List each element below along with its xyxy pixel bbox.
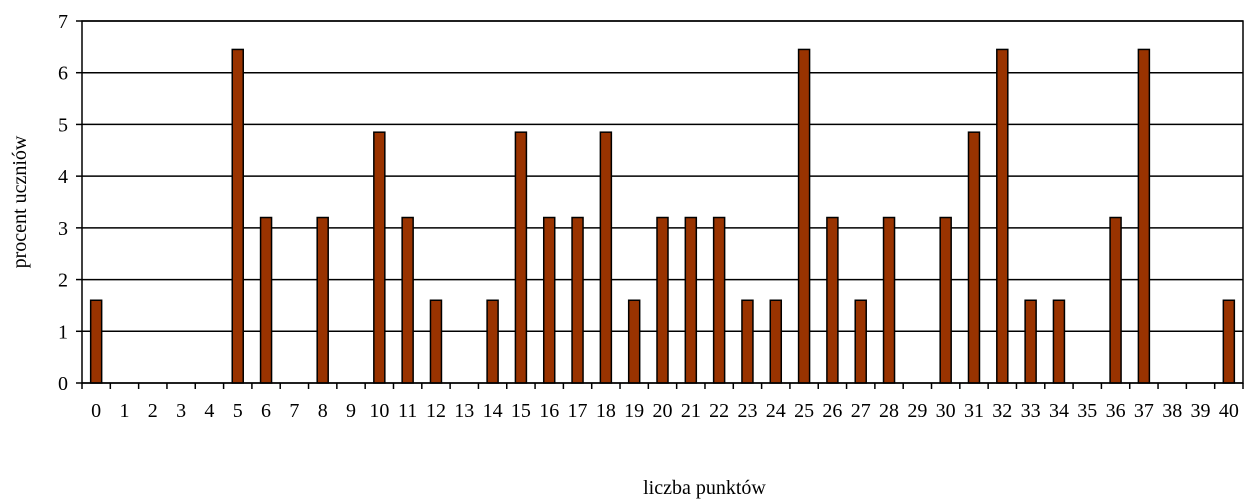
x-tick-label: 5: [233, 400, 243, 422]
x-tick-label: 14: [483, 400, 503, 422]
bar-30: [939, 216, 952, 384]
x-tick-label: 30: [936, 400, 956, 422]
x-axis-label: liczba punktów: [643, 477, 766, 499]
bar-24: [769, 299, 783, 384]
x-tick-label: 4: [204, 400, 214, 422]
bar-31: [967, 131, 981, 384]
bar-0: [89, 299, 103, 384]
bar-19: [627, 299, 641, 384]
x-tick-label: 10: [369, 400, 389, 422]
x-tick-label: 17: [568, 400, 588, 422]
x-tick-label: 23: [737, 400, 757, 422]
x-tick-label: 7: [289, 400, 299, 422]
bar-28: [882, 216, 896, 384]
bar-36: [1109, 216, 1122, 384]
bar-22: [712, 216, 726, 384]
bar-32: [996, 48, 1009, 384]
bar-11: [401, 216, 414, 384]
bar-20: [656, 216, 669, 384]
x-tick-label: 40: [1219, 400, 1239, 422]
y-tick-label: 2: [58, 270, 68, 292]
bar-34: [1052, 299, 1066, 384]
bar-21: [684, 216, 698, 384]
bar-16: [542, 216, 556, 384]
y-tick-label: 1: [58, 321, 68, 343]
x-tick-label: 9: [346, 400, 356, 422]
x-tick-label: 25: [794, 400, 814, 422]
x-tick-label: 13: [454, 400, 474, 422]
x-tick-label: 26: [822, 400, 842, 422]
y-tick-label: 5: [58, 114, 68, 136]
x-tick-label: 3: [176, 400, 186, 422]
y-tick-label: 0: [58, 373, 68, 395]
y-axis-ticks: 0 1 2 3 4 5 6 7: [58, 11, 82, 395]
y-axis-label: procent uczniów: [9, 135, 31, 268]
plot-area-frame: [81, 20, 1244, 384]
x-tick-label: 15: [511, 400, 531, 422]
x-tick-label: 28: [879, 400, 899, 422]
bar-18: [599, 131, 613, 384]
bar-26: [826, 216, 839, 384]
bar-8: [316, 216, 329, 384]
x-tick-label: 0: [91, 400, 101, 422]
bar-40: [1222, 299, 1236, 384]
x-tick-label: 39: [1191, 400, 1211, 422]
x-tick-label: 8: [318, 400, 328, 422]
bar-5: [231, 48, 244, 384]
x-tick-label: 22: [709, 400, 729, 422]
x-tick-label: 19: [624, 400, 644, 422]
x-tick-label: 6: [261, 400, 271, 422]
x-tick-label: 35: [1077, 400, 1097, 422]
x-tick-label: 34: [1049, 400, 1069, 422]
x-tick-label: 18: [596, 400, 616, 422]
x-tick-label: 12: [426, 400, 446, 422]
y-tick-label: 6: [58, 63, 68, 85]
bar-17: [571, 216, 584, 384]
bar-27: [854, 299, 867, 384]
bar-37: [1137, 48, 1151, 384]
x-tick-label: 16: [539, 400, 559, 422]
x-tick-label: 32: [992, 400, 1012, 422]
x-tick-label: 29: [907, 400, 927, 422]
x-tick-label: 1: [119, 400, 129, 422]
bar-14: [486, 299, 499, 384]
bar-23: [741, 299, 754, 384]
x-tick-label: 27: [851, 400, 871, 422]
bar-33: [1024, 299, 1037, 384]
x-tick-label: 20: [653, 400, 673, 422]
x-tick-label: 31: [964, 400, 984, 422]
bar-15: [514, 131, 528, 384]
y-tick-label: 3: [58, 218, 68, 240]
x-tick-label: 38: [1162, 400, 1182, 422]
bar-10: [373, 131, 386, 384]
y-tick-label: 7: [58, 11, 68, 33]
x-tick-label: 33: [1021, 400, 1041, 422]
x-tick-label: 36: [1106, 400, 1126, 422]
x-axis-ticks: 0 1 2 3 4 5 6 7 8 9 10 11 12 13 14 15 16 17 18 19 20 21 22 23 24…: [81, 383, 1244, 422]
bar-12: [429, 299, 443, 384]
bars: [89, 48, 1236, 384]
y-tick-label: 4: [58, 166, 68, 188]
x-tick-label: 37: [1134, 400, 1154, 422]
x-tick-label: 11: [398, 400, 417, 422]
x-tick-label: 24: [766, 400, 786, 422]
bar-6: [259, 216, 273, 384]
x-tick-label: 21: [681, 400, 701, 422]
bar-25: [797, 48, 811, 384]
x-tick-label: 2: [148, 400, 158, 422]
